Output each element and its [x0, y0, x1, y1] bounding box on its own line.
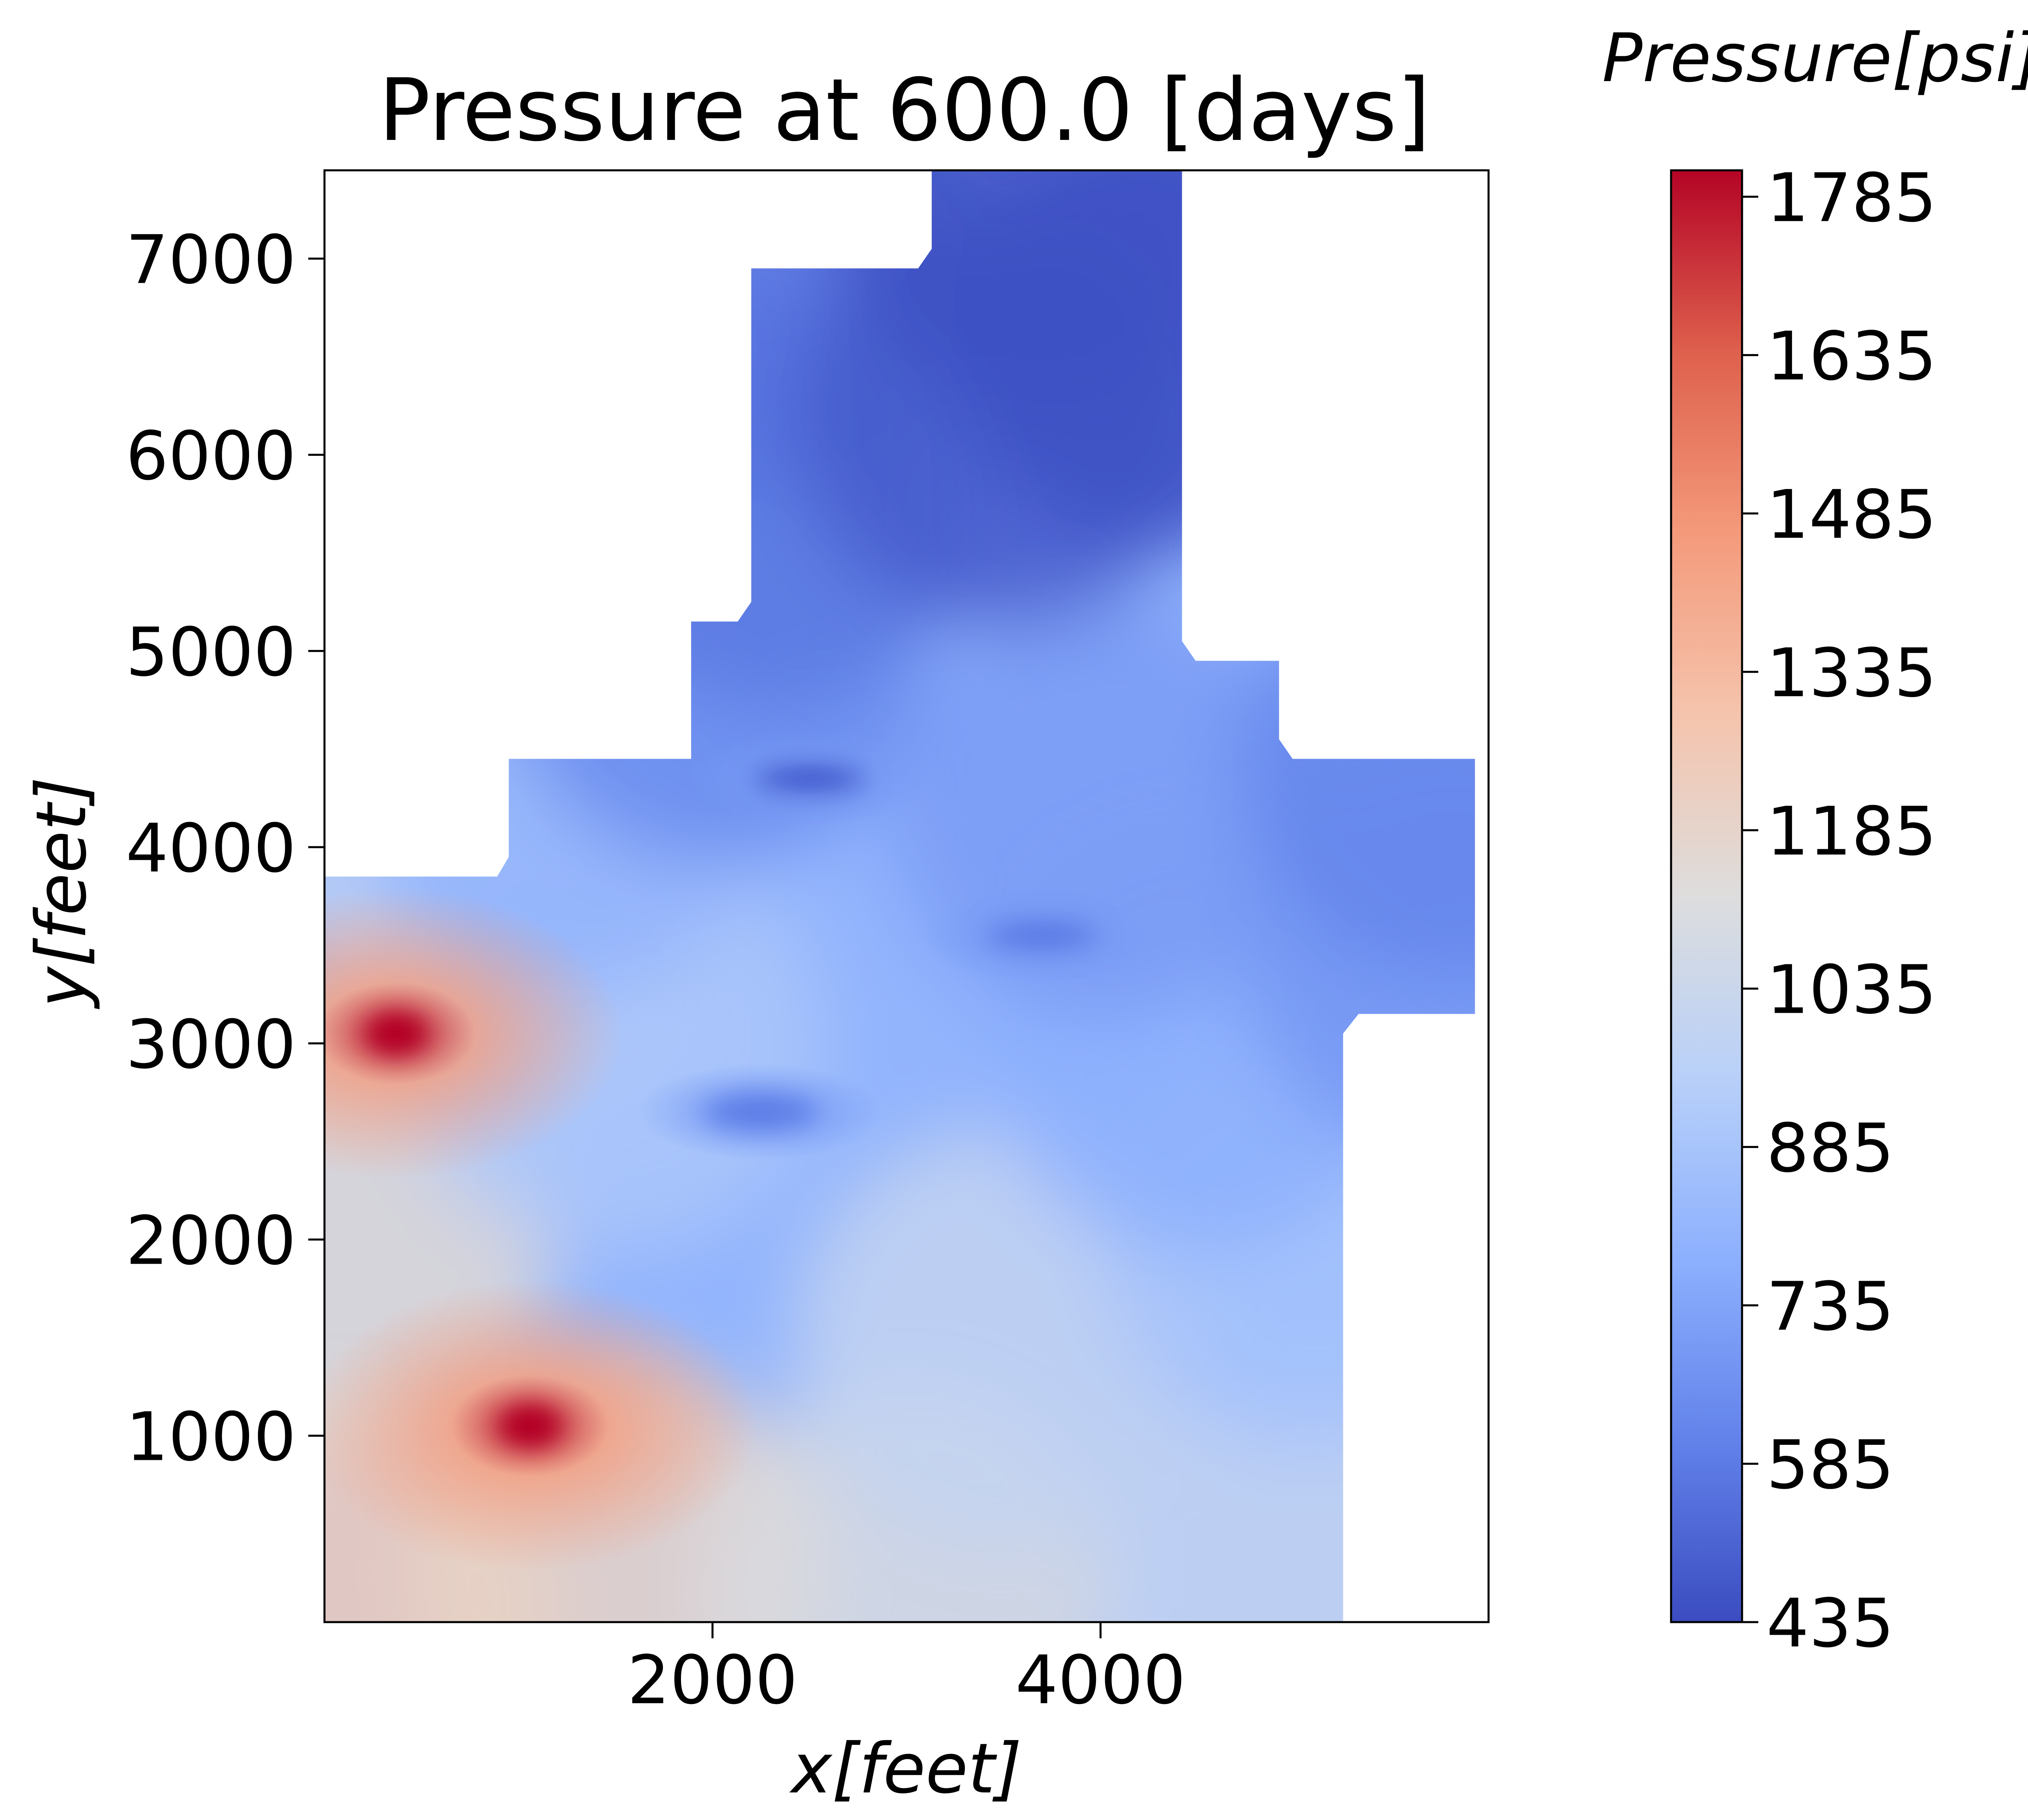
y-tick-label: 4000 [126, 809, 296, 887]
colorbar-tick-label: 1335 [1766, 634, 1937, 712]
y-tick-label: 5000 [126, 613, 296, 691]
x-axis: 2000 4000 [627, 1622, 1186, 1719]
y-tick-label: 3000 [126, 1006, 296, 1084]
colorbar-tick-label: 1185 [1766, 792, 1937, 870]
y-axis: 1000 2000 3000 4000 5000 6000 7000 [126, 221, 324, 1476]
plot-frame [323, 169, 1490, 1623]
colorbar-tick-label: 885 [1766, 1109, 1894, 1187]
field-sample [1239, 558, 1475, 980]
colorbar-tick-label: 435 [1766, 1584, 1894, 1662]
producer-well [704, 1096, 818, 1129]
y-tick-label: 2000 [126, 1202, 296, 1280]
colorbar-gradient [1671, 170, 1742, 1622]
injector-well [367, 1015, 425, 1052]
field-sample [947, 170, 1370, 548]
colorbar-tick-label: 1035 [1766, 951, 1937, 1029]
y-tick-label: 7000 [126, 221, 296, 299]
colorbar-tick-label: 1635 [1766, 318, 1937, 395]
colorbar-label: Pressure[psi] [1602, 19, 2028, 97]
colorbar-tick-label: 1485 [1766, 476, 1937, 554]
pressure-field [324, 170, 1475, 1622]
colorbar: 435 585 735 885 1035 1185 1335 1485 1635 1785 [1670, 159, 1937, 1662]
x-axis-label: x[feet] [789, 1729, 1022, 1809]
colorbar-tick-label: 1785 [1766, 159, 1937, 237]
injector-well [502, 1408, 559, 1444]
colorbar-tick-label: 585 [1766, 1426, 1894, 1504]
colorbar-tick-label: 735 [1766, 1268, 1894, 1346]
y-tick-label: 6000 [126, 417, 296, 495]
y-tick-label: 1000 [126, 1398, 296, 1476]
x-tick-label: 2000 [627, 1641, 798, 1719]
producer-well [752, 762, 866, 795]
y-axis-label: y[feet] [21, 777, 102, 1010]
producer-well [985, 919, 1099, 952]
x-tick-label: 4000 [1015, 1641, 1186, 1719]
colorbar-frame [1670, 169, 1743, 1623]
chart-title: Pressure at 600.0 [days] [378, 60, 1430, 160]
